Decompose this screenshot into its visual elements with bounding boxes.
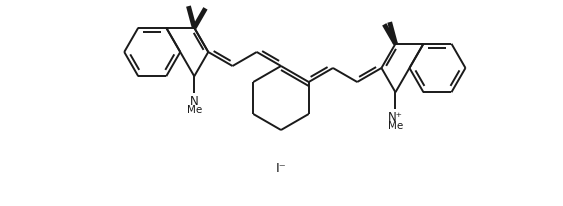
Text: N⁺: N⁺	[388, 110, 403, 123]
Text: I⁻: I⁻	[276, 162, 287, 175]
Text: N: N	[190, 94, 199, 107]
Text: Me: Me	[186, 104, 202, 115]
Text: Me: Me	[388, 121, 403, 130]
